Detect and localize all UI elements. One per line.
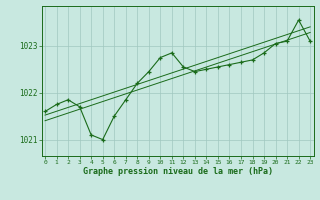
X-axis label: Graphe pression niveau de la mer (hPa): Graphe pression niveau de la mer (hPa) — [83, 167, 273, 176]
